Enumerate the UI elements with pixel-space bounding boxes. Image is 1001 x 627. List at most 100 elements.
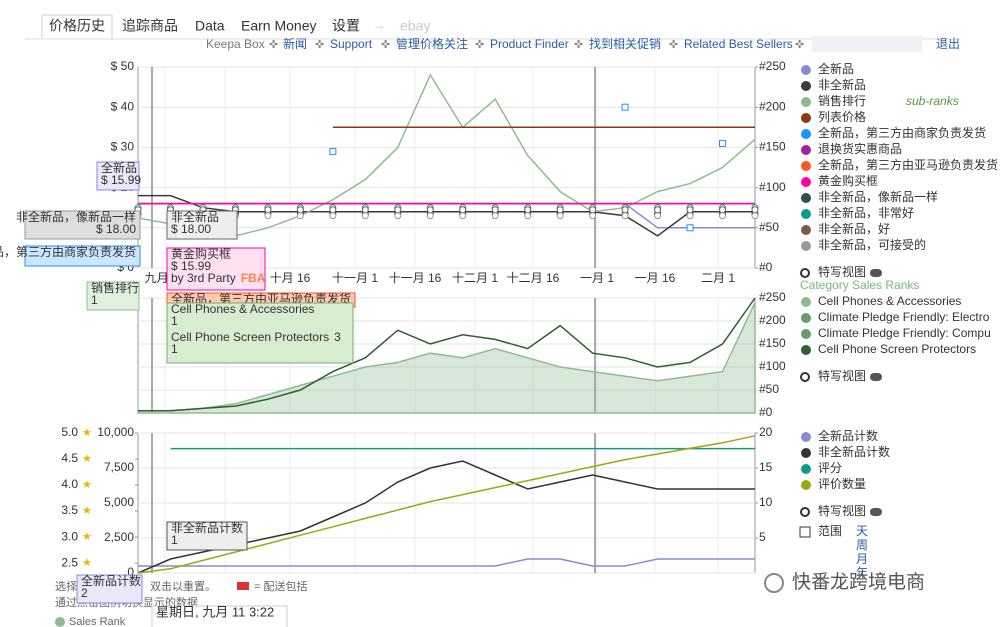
legend-label[interactable]: 全新品，第三方由商家负责发货 — [818, 125, 986, 140]
x-tick-label: 十二月 16 — [507, 271, 560, 285]
point — [426, 212, 434, 220]
y2-tick-label: #200 — [759, 99, 786, 113]
link[interactable]: Keepa Box — [206, 37, 265, 51]
legend-dot — [801, 329, 811, 339]
logout-link[interactable]: 退出 — [936, 37, 960, 51]
tooltip-part: by 3rd Party — [171, 271, 236, 285]
legend-label[interactable]: 非全新品，可接受的 — [818, 237, 926, 252]
point — [329, 206, 337, 214]
legend-label[interactable]: Cell Phones & Accessories — [818, 294, 961, 308]
active-tab-box — [41, 14, 113, 40]
tooltip-part: FBA — [241, 271, 266, 285]
y-tick-label: $ 30 — [111, 140, 135, 154]
x-tick-label: 一月 16 — [635, 271, 676, 285]
legend-label[interactable]: 全新品 — [818, 61, 854, 76]
legend-label[interactable]: Climate Pledge Friendly: Compu — [818, 326, 991, 340]
link[interactable]: 新闻 — [283, 36, 307, 51]
close-view-label[interactable]: 特写视图 — [818, 368, 866, 383]
legend-dot — [801, 297, 811, 307]
legend-label[interactable]: 黄金购买框 — [818, 173, 878, 188]
point — [719, 139, 727, 147]
y-tick-label: 10,000 — [97, 425, 134, 439]
legend-label[interactable]: 评价数量 — [818, 476, 866, 491]
legend-label[interactable]: 非全新品，好 — [818, 221, 890, 236]
link[interactable]: 找到相关促销 — [589, 37, 661, 51]
legend-label[interactable]: 退换货实惠商品 — [818, 141, 902, 156]
tab[interactable]: 价格历史 — [49, 18, 105, 34]
x-tick-label: 十二月 1 — [452, 271, 498, 285]
legend-dot — [801, 464, 811, 474]
legend-label[interactable]: 非全新品 — [818, 77, 866, 92]
tab[interactable]: 设置 — [332, 18, 360, 34]
point — [621, 212, 629, 220]
legend-label[interactable]: 非全新品，非常好 — [818, 205, 914, 220]
close-view-label[interactable]: 特写视图 — [818, 264, 866, 279]
tooltip-text: 非全新品 — [171, 209, 219, 224]
tab[interactable]: Data — [195, 18, 225, 34]
tooltip-text: 1 — [171, 314, 178, 328]
legend-dot — [801, 129, 811, 139]
tooltip-text: 全新品计数 — [81, 573, 141, 588]
legend-label[interactable]: 销售排行 — [818, 93, 866, 108]
star-icon: ★ — [82, 479, 92, 491]
legend-dot — [801, 97, 811, 107]
legend-label[interactable]: 非全新品计数 — [818, 444, 890, 459]
x-tick-label: 十一月 16 — [389, 271, 442, 285]
tooltip-text: 1 — [171, 533, 178, 547]
link[interactable]: 管理价格关注 — [396, 36, 468, 51]
tooltip-text: 2 — [81, 586, 88, 600]
range-option[interactable]: 周 — [856, 538, 868, 552]
y2-tick-label: 20 — [759, 425, 773, 439]
point — [426, 206, 434, 214]
line — [138, 194, 755, 237]
toggle — [870, 373, 882, 381]
line — [138, 297, 756, 412]
legend-label[interactable]: Sales Rank — [69, 616, 126, 627]
legend-dot — [801, 313, 811, 323]
tab[interactable]: 追踪商品 — [122, 18, 178, 34]
search-icon — [800, 372, 810, 382]
plots: $ 50$ 40$ 30$ 20$ 10$ 0#250#200#150#100#… — [61, 59, 786, 579]
tooltip-text: 非全新品计数 — [171, 520, 243, 535]
legend-dot — [801, 177, 811, 187]
legend-label[interactable]: Cell Phone Screen Protectors — [818, 342, 976, 356]
legend-dot — [801, 345, 811, 355]
link[interactable]: Support — [330, 37, 373, 51]
watermark: 快番龙跨境电商 — [792, 571, 925, 593]
watermark-icon — [764, 573, 784, 593]
x-tick-label: 十一月 1 — [332, 271, 378, 285]
point — [589, 212, 597, 220]
legend-label[interactable]: 全新品计数 — [818, 428, 878, 443]
rating-tick-label: 4.5 — [61, 451, 78, 465]
rating-tick-label: 3.0 — [61, 529, 78, 543]
tab[interactable]: ebay — [400, 18, 430, 34]
point — [459, 206, 467, 214]
close-view-label[interactable]: 特写视图 — [818, 503, 866, 518]
legend-label[interactable]: 评分 — [818, 461, 842, 475]
y2-tick-label: 5 — [759, 530, 766, 544]
link[interactable]: Product Finder — [490, 37, 569, 51]
y2-tick-label: #0 — [759, 260, 773, 274]
tooltip-text: Cell Phones & Accessories — [171, 302, 314, 316]
point — [524, 206, 532, 214]
line — [137, 435, 756, 574]
tab[interactable]: → — [372, 17, 386, 33]
point — [751, 206, 759, 214]
line — [138, 558, 755, 567]
legend-label[interactable]: 全新品，第三方由亚马逊负责发货 — [818, 157, 998, 172]
legend-label[interactable]: Climate Pledge Friendly: Electro — [818, 310, 990, 324]
y-tick-label: 0 — [127, 565, 134, 579]
y-tick-label: $ 40 — [111, 99, 135, 113]
separator: ✜ — [381, 39, 390, 51]
legend-dot — [801, 161, 811, 171]
tab[interactable]: Earn Money — [241, 18, 316, 34]
range-option[interactable]: 月 — [856, 552, 868, 566]
y-tick-label: 2,500 — [104, 530, 134, 544]
range-option[interactable]: 天 — [856, 524, 868, 538]
legend-label[interactable]: 列表价格 — [818, 109, 866, 124]
legend-label[interactable]: 非全新品，像新品一样 — [818, 189, 938, 204]
link[interactable]: Related Best Sellers — [684, 37, 793, 51]
range-option[interactable]: 年 — [856, 566, 868, 580]
